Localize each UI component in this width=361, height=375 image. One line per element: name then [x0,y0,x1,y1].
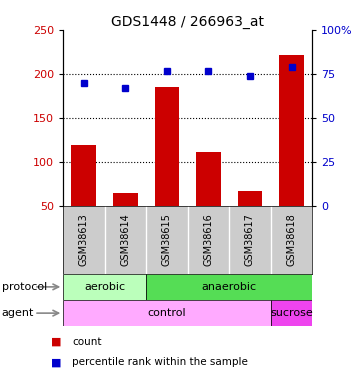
Text: sucrose: sucrose [270,308,313,318]
Text: GSM38617: GSM38617 [245,214,255,266]
Text: control: control [148,308,186,318]
Text: agent: agent [2,308,34,318]
Title: GDS1448 / 266963_at: GDS1448 / 266963_at [111,15,264,29]
Bar [146,274,312,300]
Text: protocol: protocol [2,282,47,292]
Bar [279,55,304,206]
Text: ■: ■ [51,357,61,367]
Text: GSM38614: GSM38614 [121,214,130,266]
Bar [238,191,262,206]
Text: GSM38615: GSM38615 [162,214,172,266]
Text: count: count [72,337,102,347]
Text: percentile rank within the sample: percentile rank within the sample [72,357,248,367]
Bar [155,87,179,206]
Text: ■: ■ [51,337,61,347]
Bar [63,274,146,300]
Text: aerobic: aerobic [84,282,125,292]
Text: GSM38618: GSM38618 [287,214,296,266]
Bar [271,300,312,326]
Text: GSM38616: GSM38616 [204,214,213,266]
Bar [113,193,138,206]
Text: anaerobic: anaerobic [202,282,257,292]
Bar [71,145,96,206]
Bar [63,300,271,326]
Bar [196,152,221,206]
Text: GSM38613: GSM38613 [79,214,89,266]
